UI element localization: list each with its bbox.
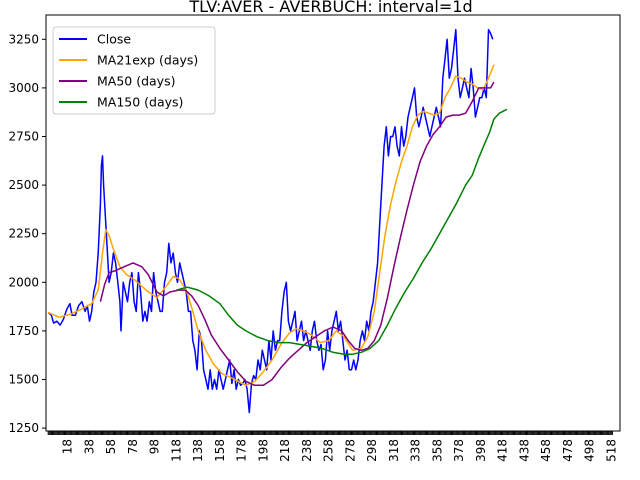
x-tick-label: 418 (496, 439, 510, 462)
x-tick-label: 338 (409, 439, 423, 462)
x-tick-label: 258 (322, 439, 336, 462)
x-tick-label: 378 (452, 439, 466, 462)
y-tick-label: 1500 (8, 372, 39, 386)
x-tick-label: 198 (256, 439, 270, 462)
series-line-close (47, 28, 494, 414)
x-tick-label: 298 (365, 439, 379, 462)
x-tick-label: 18 (61, 439, 75, 454)
x-tick-label: 478 (561, 439, 575, 462)
series-line-ma150-days (176, 108, 508, 355)
x-tick-label: 518 (604, 439, 618, 462)
x-tick-label: 358 (430, 439, 444, 462)
x-tick-label: 178 (235, 439, 249, 462)
y-tick-label: 3250 (8, 32, 39, 46)
x-tick-label: 398 (474, 439, 488, 462)
x-tick-label: 78 (126, 439, 140, 454)
x-tick-label: 38 (82, 439, 96, 454)
legend-label: MA21exp (days) (97, 53, 198, 68)
legend-box (52, 26, 216, 115)
x-tick-label: 58 (104, 439, 118, 454)
x-tick-label: 438 (517, 439, 531, 462)
y-tick-label: 2500 (8, 178, 39, 192)
x-axis: 18 38 58 78 98 118 138 158 178 198 218 238 258 278 298… (47, 431, 618, 462)
legend-label: MA50 (days) (97, 74, 175, 89)
y-tick-label: 3000 (8, 81, 39, 95)
x-tick-label: 238 (300, 439, 314, 462)
y-tick-label: 2750 (8, 129, 39, 143)
series-line-ma50-days (99, 81, 495, 387)
x-tick-label: 118 (169, 439, 183, 462)
legend-label: Close (97, 32, 131, 47)
chart-title: TLV:AVER - AVERBUCH: interval=1d (188, 0, 472, 16)
x-tick-label: 138 (191, 439, 205, 462)
legend-label: MA150 (days) (97, 95, 183, 110)
x-tick-label: 498 (583, 439, 597, 462)
y-tick-label: 2250 (8, 227, 39, 241)
x-tick-label: 458 (539, 439, 553, 462)
series-line-ma21exp-days (47, 64, 495, 387)
y-axis: 1250 1500 1750 2000 2250 2500 2750 3000 3250 (8, 32, 46, 435)
legend: Close MA21exp (days) MA50 (days) MA150 (day… (52, 26, 216, 115)
x-tick-label: 278 (343, 439, 357, 462)
x-tick-label: 318 (387, 439, 401, 462)
y-tick-label: 1750 (8, 324, 39, 338)
series-layer (47, 28, 508, 414)
x-tick-label: 218 (278, 439, 292, 462)
y-tick-label: 1250 (8, 421, 39, 435)
y-tick-label: 2000 (8, 275, 39, 289)
x-tick-label: 98 (148, 439, 162, 454)
x-tick-label: 158 (213, 439, 227, 462)
